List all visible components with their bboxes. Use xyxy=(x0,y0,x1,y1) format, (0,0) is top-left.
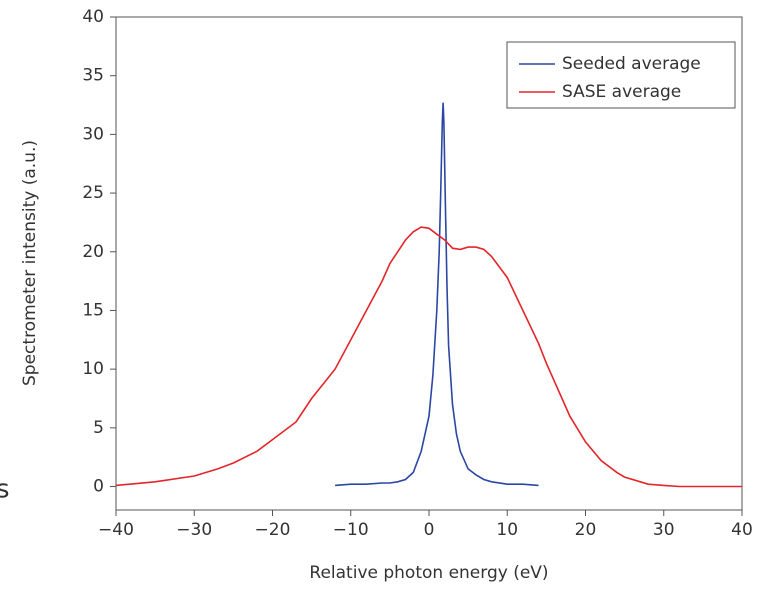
x-tick-label: −20 xyxy=(255,520,291,540)
x-tick-label: 30 xyxy=(653,520,675,540)
x-tick-label: 0 xyxy=(424,520,435,540)
x-tick-label: 20 xyxy=(575,520,597,540)
y-tick-label: 10 xyxy=(82,359,104,379)
y-tick-label: 35 xyxy=(82,66,104,86)
x-tick-label: 10 xyxy=(496,520,518,540)
x-tick-label: 40 xyxy=(731,520,753,540)
y-tick-label: 20 xyxy=(82,242,104,262)
legend-label: SASE average xyxy=(562,82,681,102)
line xyxy=(335,102,539,487)
line xyxy=(115,226,742,488)
y-tick-label: 0 xyxy=(93,477,104,497)
x-tick-label: −40 xyxy=(98,520,134,540)
x-tick-label: −30 xyxy=(176,520,212,540)
y-tick-label: 40 xyxy=(82,7,104,27)
y-axis-label: Spectrometer intensity (a.u.) xyxy=(20,140,40,386)
y-tick-label: 15 xyxy=(82,300,104,320)
stray-text: s xyxy=(0,475,10,505)
y-tick-label: 30 xyxy=(82,124,104,144)
x-tick-label: −10 xyxy=(333,520,369,540)
y-tick-label: 5 xyxy=(93,418,104,438)
y-tick-label: 25 xyxy=(82,183,104,203)
x-axis-label: Relative photon energy (eV) xyxy=(309,563,548,583)
legend-label: Seeded average xyxy=(562,54,701,74)
legend-box xyxy=(506,41,736,109)
